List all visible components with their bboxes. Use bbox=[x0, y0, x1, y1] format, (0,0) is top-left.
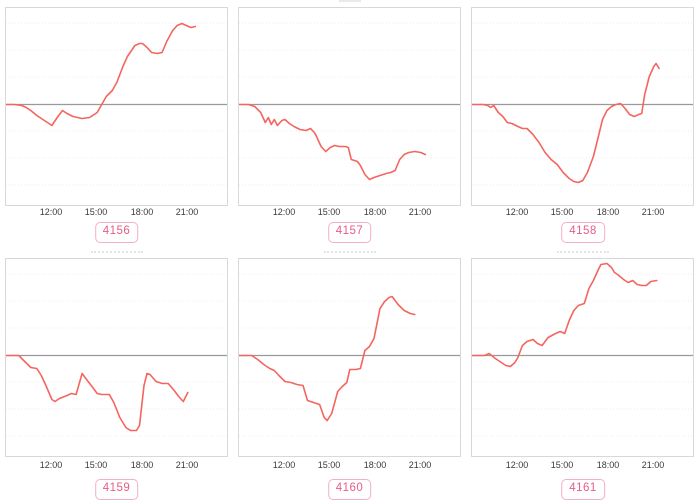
x-axis-labels: 12:00 15:00 18:00 21:00 bbox=[5, 460, 226, 472]
chart-id-badge[interactable]: 4156 bbox=[94, 222, 139, 243]
chart-panel-4158[interactable] bbox=[471, 7, 694, 206]
x-tick-label: 18:00 bbox=[363, 460, 387, 470]
x-axis-labels: 12:00 15:00 18:00 21:00 bbox=[238, 207, 459, 219]
series-line bbox=[239, 103, 427, 181]
x-tick-label: 12:00 bbox=[272, 207, 296, 217]
chart-id-badge[interactable]: 4157 bbox=[327, 222, 372, 243]
chart-id-badge[interactable]: 4158 bbox=[561, 222, 605, 243]
chart-cell-4160: 12:00 15:00 18:00 21:00 4160 bbox=[233, 250, 466, 500]
x-tick-label: 21:00 bbox=[175, 460, 199, 470]
x-tick-label: 18:00 bbox=[130, 460, 154, 470]
x-tick-label: 12:00 bbox=[505, 460, 529, 470]
x-tick-label: 15:00 bbox=[84, 460, 108, 470]
chart-id-badge[interactable]: 4159 bbox=[94, 479, 139, 500]
x-tick-label: 18:00 bbox=[596, 460, 620, 470]
x-tick-label: 12:00 bbox=[505, 207, 529, 217]
chart-cell-4159: 12:00 15:00 18:00 21:00 4159 bbox=[0, 250, 233, 500]
chart-id-badge[interactable]: 4161 bbox=[561, 479, 605, 500]
chart-panel-4157[interactable] bbox=[238, 7, 461, 206]
line-chart-4160[interactable] bbox=[239, 259, 460, 456]
clipped-title-fragment bbox=[90, 251, 143, 253]
x-tick-label: 18:00 bbox=[596, 207, 620, 217]
chart-panel-4161[interactable] bbox=[471, 258, 694, 457]
x-tick-label: 15:00 bbox=[550, 460, 574, 470]
x-axis-labels: 12:00 15:00 18:00 21:00 bbox=[238, 460, 459, 472]
clipped-title-fragment bbox=[557, 251, 609, 253]
x-tick-label: 21:00 bbox=[408, 207, 432, 217]
line-chart-4161[interactable] bbox=[472, 259, 693, 456]
chart-panel-4156[interactable] bbox=[5, 7, 228, 206]
chart-panel-4159[interactable] bbox=[5, 258, 228, 457]
series-line bbox=[472, 262, 658, 368]
x-axis-labels: 12:00 15:00 18:00 21:00 bbox=[5, 207, 226, 219]
series-line bbox=[239, 295, 416, 422]
x-tick-label: 12:00 bbox=[39, 207, 63, 217]
x-tick-label: 12:00 bbox=[272, 460, 296, 470]
x-tick-label: 15:00 bbox=[550, 207, 574, 217]
chart-cell-4161: 12:00 15:00 18:00 21:00 4161 bbox=[466, 250, 700, 500]
series-line bbox=[6, 354, 189, 432]
x-tick-label: 12:00 bbox=[39, 460, 63, 470]
clipped-title-fragment bbox=[323, 251, 376, 253]
line-chart-4158[interactable] bbox=[472, 8, 693, 205]
x-axis-labels: 12:00 15:00 18:00 21:00 bbox=[471, 207, 692, 219]
chart-id-badge[interactable]: 4160 bbox=[327, 479, 372, 500]
chart-cell-4157: 12:00 15:00 18:00 21:00 4157 bbox=[233, 0, 466, 250]
x-tick-label: 15:00 bbox=[84, 207, 108, 217]
chart-cell-4158: 12:00 15:00 18:00 21:00 4158 bbox=[466, 0, 700, 250]
series-line bbox=[6, 22, 197, 127]
x-axis-labels: 12:00 15:00 18:00 21:00 bbox=[471, 460, 692, 472]
x-tick-label: 21:00 bbox=[641, 460, 665, 470]
line-chart-4156[interactable] bbox=[6, 8, 227, 205]
x-tick-label: 21:00 bbox=[408, 460, 432, 470]
x-tick-label: 15:00 bbox=[317, 207, 341, 217]
x-tick-label: 15:00 bbox=[317, 460, 341, 470]
x-tick-label: 21:00 bbox=[641, 207, 665, 217]
line-chart-4157[interactable] bbox=[239, 8, 460, 205]
x-tick-label: 21:00 bbox=[175, 207, 199, 217]
series-line bbox=[472, 62, 660, 184]
line-chart-4159[interactable] bbox=[6, 259, 227, 456]
chart-panel-4160[interactable] bbox=[238, 258, 461, 457]
x-tick-label: 18:00 bbox=[363, 207, 387, 217]
x-tick-label: 18:00 bbox=[130, 207, 154, 217]
chart-cell-4156: 12:00 15:00 18:00 21:00 4156 bbox=[0, 0, 233, 250]
clipped-title-fragment bbox=[338, 0, 361, 2]
